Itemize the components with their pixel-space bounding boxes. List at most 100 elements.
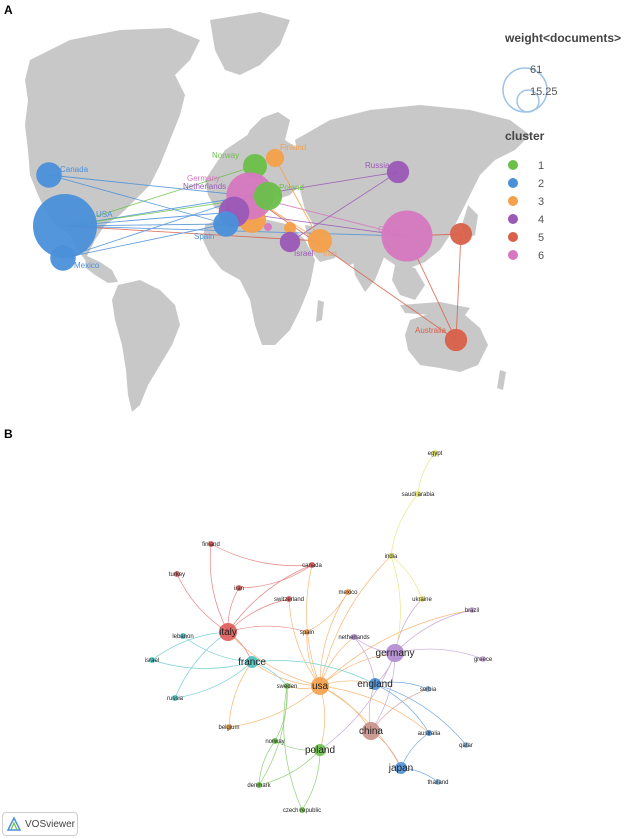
net-link-germany-ukraine — [394, 598, 423, 654]
net-node-greece[interactable] — [480, 656, 486, 662]
net-node-usa[interactable] — [311, 677, 329, 695]
net-node-brazil[interactable] — [469, 607, 475, 613]
net-link-india-saudi-arabia — [390, 493, 419, 557]
net-node-denmark[interactable] — [256, 782, 262, 788]
net-node-italy[interactable] — [219, 623, 237, 641]
net-node-japan[interactable] — [395, 762, 407, 774]
net-node-spain[interactable] — [304, 629, 310, 635]
net-label-greece: greece — [474, 657, 493, 663]
net-node-israel[interactable] — [149, 657, 155, 663]
map-node-norway[interactable] — [242, 153, 268, 179]
weight-legend: weight<documents> 61 15.25 cluster — [502, 31, 621, 143]
net-node-belgium[interactable] — [226, 724, 232, 730]
net-link-poland-denmark — [258, 749, 321, 786]
vosviewer-label: VOSviewer — [25, 818, 76, 830]
map-node-iran[interactable] — [307, 228, 333, 254]
map-link-finland-iran — [274, 157, 321, 242]
network-nodes — [149, 450, 486, 813]
net-node-qatar[interactable] — [463, 742, 469, 748]
map-label-netherlands: Netherlands — [183, 182, 226, 191]
net-link-usa-canada — [306, 564, 321, 687]
net-node-turkey[interactable] — [174, 571, 180, 577]
net-node-russia[interactable] — [172, 695, 178, 701]
network-labels: usa germany china italy france england japan po… — [145, 451, 493, 814]
cluster-legend-dot-5 — [508, 232, 518, 242]
cluster-legend-dot-3 — [508, 196, 518, 206]
net-node-czech-republic[interactable] — [299, 807, 305, 813]
net-label-saudi-arabia: saudi arabia — [402, 492, 435, 498]
map-label-russia: Russia — [365, 161, 390, 170]
net-node-india[interactable] — [388, 553, 394, 559]
map-link-usa-norway — [64, 165, 256, 227]
weight-legend-title: weight<documents> — [504, 31, 621, 45]
net-node-england[interactable] — [369, 678, 381, 690]
net-link-germany-greece — [394, 648, 484, 660]
map-node-australia[interactable] — [444, 328, 468, 352]
net-label-finland: finland — [202, 542, 220, 548]
net-node-egypt[interactable] — [432, 450, 438, 456]
panel-a-label: A — [4, 3, 13, 17]
map-scandinavia — [240, 112, 290, 158]
net-node-saudi-arabia[interactable] — [415, 491, 421, 497]
net-node-mexico[interactable] — [345, 589, 351, 595]
map-central-america — [85, 255, 118, 283]
cluster-legend: 1 2 3 4 5 6 — [508, 160, 544, 262]
net-link-italy-switzerland — [227, 598, 290, 633]
net-node-australia[interactable] — [426, 730, 432, 736]
net-node-france[interactable] — [246, 656, 258, 668]
map-link-canada-germany — [48, 174, 251, 197]
net-node-switzerland[interactable] — [286, 596, 292, 602]
net-node-netherlands[interactable] — [351, 634, 357, 640]
cluster-legend-label-1: 1 — [538, 160, 544, 172]
net-node-ukraine[interactable] — [419, 596, 425, 602]
net-node-china[interactable] — [362, 722, 380, 740]
weight-legend-min: 15.25 — [530, 86, 558, 98]
net-link-england-australia — [374, 683, 430, 734]
map-label-canada: Canada — [60, 165, 89, 174]
map-label-finland: Finland — [280, 143, 306, 152]
net-node-sweden[interactable] — [284, 683, 290, 689]
net-node-germany[interactable] — [386, 644, 404, 662]
net-link-italy-spain — [227, 625, 308, 633]
map-node-china[interactable] — [381, 210, 433, 262]
net-link-saudi-arabia-egypt — [417, 452, 436, 495]
net-link-england-qatar — [374, 683, 467, 746]
map-node-usa[interactable] — [33, 194, 97, 258]
net-link-france-israel — [151, 659, 253, 669]
net-label-sweden: sweden — [277, 684, 298, 690]
net-link-poland-czech-republic — [301, 749, 321, 811]
map-se-asia — [392, 265, 425, 300]
map-node-canada[interactable] — [36, 162, 62, 188]
net-node-canada[interactable] — [309, 562, 315, 568]
map-madagascar — [316, 300, 324, 322]
map-node-finland[interactable] — [265, 148, 285, 168]
net-link-germany-china — [370, 652, 396, 732]
net-node-norway[interactable] — [272, 738, 278, 744]
net-label-czech-republic: czech republic — [283, 808, 321, 814]
net-label-poland: poland — [305, 745, 335, 756]
map-node-turkey-node[interactable] — [284, 222, 296, 234]
map-node-poland[interactable] — [253, 181, 283, 211]
map-node-korea-node[interactable] — [450, 223, 472, 245]
net-node-serbia[interactable] — [425, 686, 431, 692]
net-label-netherlands: netherlands — [338, 635, 369, 641]
network-links — [151, 452, 484, 811]
net-node-lebanon[interactable] — [180, 633, 186, 639]
net-node-iran[interactable] — [236, 585, 242, 591]
map-link-australia-korea — [455, 233, 462, 341]
map-node-israel[interactable] — [279, 231, 301, 253]
map-node-spain[interactable] — [213, 211, 239, 237]
net-node-poland[interactable] — [314, 744, 326, 756]
map-node-mexico[interactable] — [50, 245, 76, 271]
net-label-thailand: thailand — [427, 780, 448, 786]
net-link-usa-australia — [319, 685, 430, 734]
net-node-finland[interactable] — [208, 541, 214, 547]
net-label-mexico: mexico — [338, 590, 358, 596]
map-node-switz-node[interactable] — [264, 223, 272, 231]
net-label-italy: italy — [219, 627, 237, 638]
map-collaboration-links — [48, 157, 462, 341]
map-label-poland: Poland — [279, 183, 304, 192]
net-node-thailand[interactable] — [435, 779, 441, 785]
map-label-australia: Australia — [415, 326, 447, 335]
map-node-russia[interactable] — [386, 160, 410, 184]
